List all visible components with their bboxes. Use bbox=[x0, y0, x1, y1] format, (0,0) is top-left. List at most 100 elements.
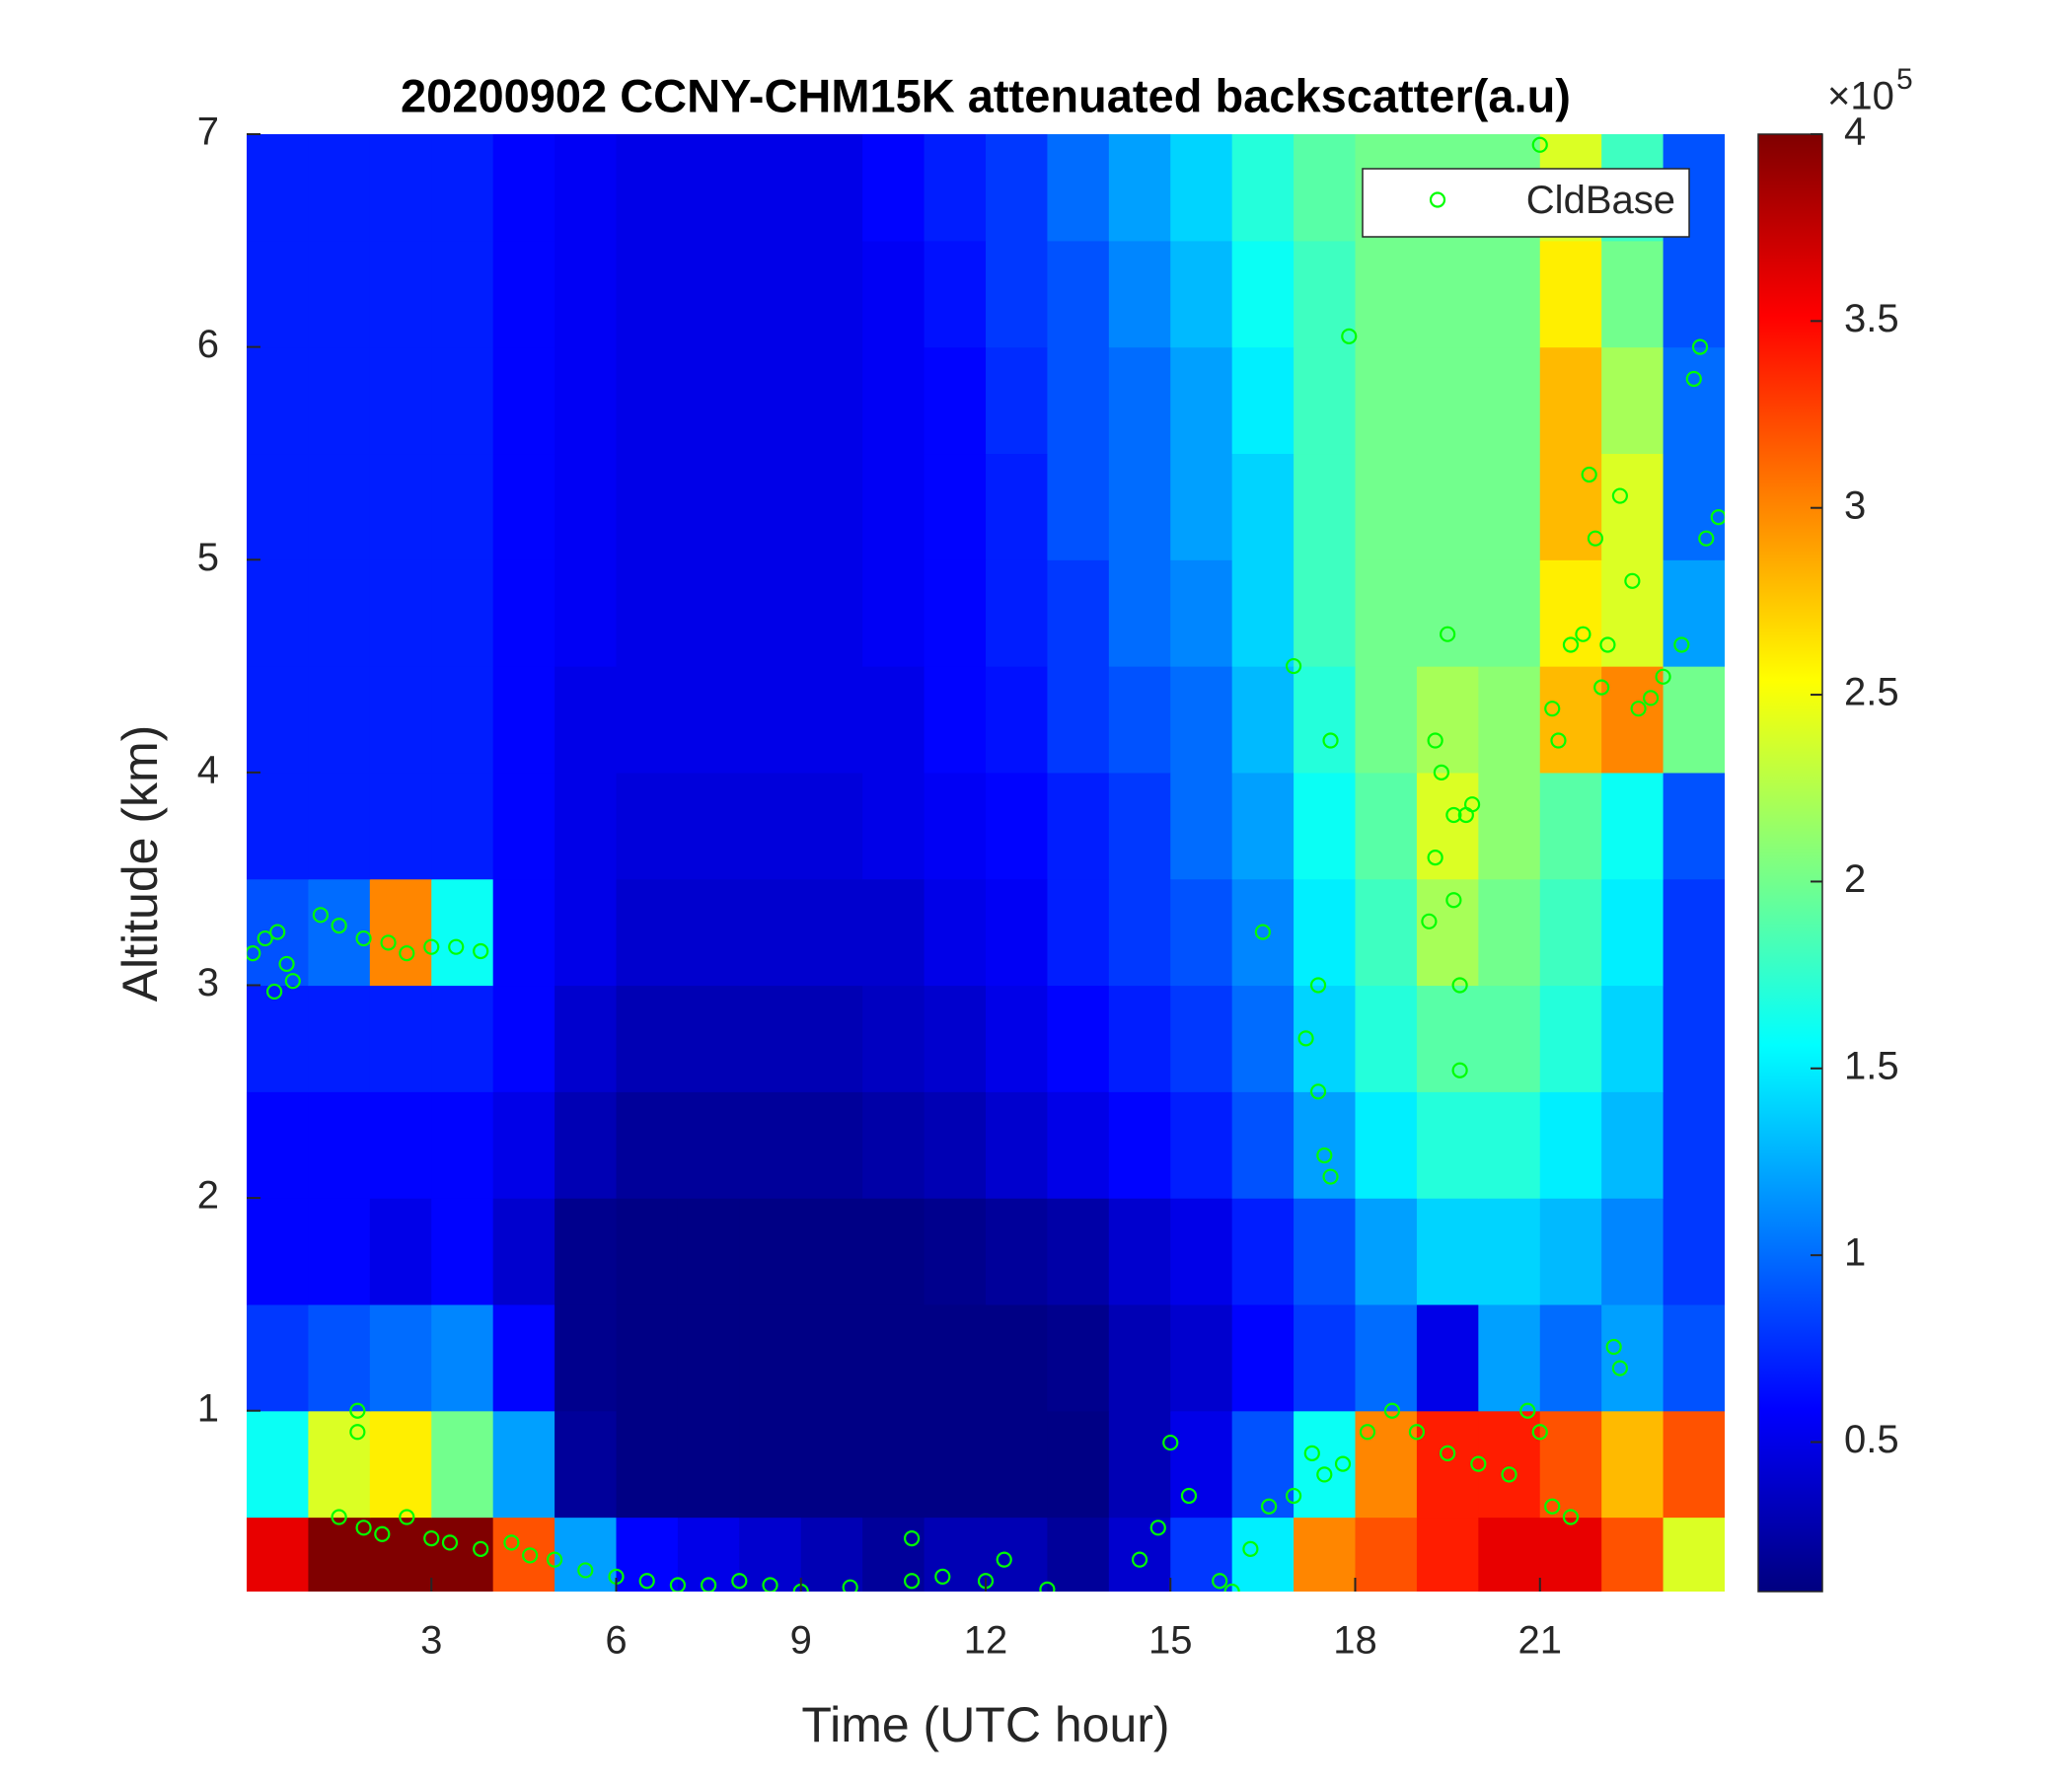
heatmap-cell bbox=[1231, 666, 1295, 774]
cloud-base-point bbox=[1433, 764, 1449, 780]
heatmap-cell bbox=[492, 666, 555, 774]
heatmap-cell bbox=[1047, 878, 1110, 987]
heatmap-cell bbox=[1108, 1517, 1171, 1592]
cloud-base-point bbox=[1322, 732, 1339, 749]
cloud-base-point bbox=[1180, 1487, 1198, 1505]
heatmap-cell bbox=[369, 666, 432, 774]
heatmap-cell bbox=[1047, 346, 1110, 455]
heatmap-cell bbox=[739, 1410, 802, 1519]
cloud-base-point bbox=[934, 1568, 951, 1586]
colorbar-tick-label: 1.5 bbox=[1844, 1044, 1899, 1087]
heatmap-cell bbox=[1231, 240, 1295, 348]
heatmap-cell bbox=[247, 985, 310, 1092]
heatmap-cell bbox=[1478, 878, 1541, 987]
heatmap-cell bbox=[862, 1198, 925, 1305]
heatmap-cell bbox=[492, 1198, 555, 1305]
heatmap-cell bbox=[1108, 453, 1171, 560]
cloud-base-point bbox=[731, 1573, 748, 1590]
cloud-base-point bbox=[1562, 636, 1580, 653]
heatmap bbox=[247, 134, 1725, 1592]
heatmap-cell bbox=[924, 666, 987, 774]
heatmap-cell bbox=[1170, 878, 1233, 987]
heatmap-cell bbox=[1294, 1303, 1357, 1412]
heatmap-cell bbox=[555, 666, 618, 774]
cloud-base-point bbox=[1285, 657, 1302, 675]
heatmap-cell bbox=[862, 1517, 925, 1592]
heatmap-cell bbox=[924, 559, 987, 667]
heatmap-cell bbox=[492, 1517, 555, 1592]
heatmap-cell bbox=[1478, 1517, 1541, 1592]
heatmap-cell bbox=[1355, 453, 1418, 560]
cloud-base-point bbox=[701, 1577, 717, 1592]
heatmap-cell bbox=[1108, 1303, 1171, 1412]
cloud-base-point bbox=[1698, 530, 1715, 547]
heatmap-cell bbox=[1170, 240, 1233, 348]
heatmap-cell bbox=[1416, 772, 1479, 880]
heatmap-cell bbox=[1539, 1517, 1602, 1592]
heatmap-cell bbox=[1231, 453, 1295, 560]
heatmap-cell bbox=[1170, 1517, 1233, 1592]
heatmap-cell bbox=[369, 134, 432, 242]
heatmap-cell bbox=[1601, 1410, 1665, 1519]
x-tick-label: 21 bbox=[1518, 1619, 1563, 1663]
cloud-base-point bbox=[1605, 1338, 1622, 1356]
heatmap-cell bbox=[1231, 134, 1295, 242]
heatmap-cell bbox=[616, 559, 679, 667]
cloud-base-point bbox=[1341, 328, 1358, 344]
heatmap-cell bbox=[1663, 985, 1725, 1092]
heatmap-cell bbox=[739, 134, 802, 242]
x-tick-label: 3 bbox=[420, 1619, 442, 1663]
heatmap-cell bbox=[1170, 985, 1233, 1092]
cloud-base-point bbox=[1322, 1168, 1339, 1185]
heatmap-cell bbox=[1108, 134, 1171, 242]
cloud-base-point bbox=[903, 1529, 921, 1547]
heatmap-cell bbox=[1663, 666, 1725, 774]
heatmap-cell bbox=[1294, 985, 1357, 1092]
heatmap-cell bbox=[1294, 1091, 1357, 1199]
cloud-base-point bbox=[669, 1577, 687, 1592]
heatmap-cell bbox=[1047, 559, 1110, 667]
heatmap-cell bbox=[308, 559, 371, 667]
cloud-base-point bbox=[638, 1573, 655, 1590]
cloud-base-point bbox=[1642, 690, 1660, 706]
heatmap-cell bbox=[1539, 772, 1602, 880]
heatmap-cell bbox=[1478, 985, 1541, 1092]
heatmap-cell bbox=[1108, 878, 1171, 987]
heatmap-cell bbox=[616, 1517, 679, 1592]
cloud-base-point bbox=[1581, 466, 1597, 483]
x-tick-label: 15 bbox=[1148, 1619, 1193, 1663]
heatmap-cell bbox=[1170, 1303, 1233, 1412]
heatmap-cell bbox=[1047, 453, 1110, 560]
heatmap-cell bbox=[492, 1091, 555, 1199]
heatmap-cell bbox=[492, 453, 555, 560]
heatmap-cell bbox=[677, 346, 740, 455]
y-axis-label: Altitude (km) bbox=[112, 725, 168, 1002]
x-tick-label: 6 bbox=[605, 1619, 627, 1663]
cloud-base-point bbox=[448, 938, 465, 955]
cloud-base-point bbox=[265, 983, 283, 1001]
scatter-layer bbox=[247, 136, 1725, 1592]
chart-title: 20200902 CCNY-CHM15K attenuated backscat… bbox=[401, 69, 1571, 121]
cloud-base-point bbox=[1624, 572, 1641, 589]
heatmap-cell bbox=[677, 1198, 740, 1305]
heatmap-cell bbox=[1170, 134, 1233, 242]
cloud-base-point bbox=[1550, 732, 1567, 749]
heatmap-cell bbox=[431, 134, 494, 242]
cloud-base-point bbox=[996, 1551, 1012, 1568]
heatmap-cell bbox=[1663, 772, 1725, 880]
cloud-base-point bbox=[842, 1579, 858, 1592]
heatmap-cell bbox=[431, 559, 494, 667]
heatmap-cell bbox=[1663, 1198, 1725, 1305]
heatmap-cell bbox=[1539, 240, 1602, 348]
heatmap-cell bbox=[1663, 559, 1725, 667]
cloud-base-point bbox=[1440, 626, 1456, 642]
cloud-base-point bbox=[1544, 701, 1561, 717]
heatmap-cell bbox=[1478, 453, 1541, 560]
heatmap-cell bbox=[1355, 1303, 1418, 1412]
cloud-base-point bbox=[374, 1525, 391, 1542]
heatmap-cell bbox=[1416, 985, 1479, 1092]
heatmap-cell bbox=[862, 559, 925, 667]
cloud-base-point bbox=[1316, 1466, 1333, 1483]
heatmap-cell bbox=[369, 559, 432, 667]
